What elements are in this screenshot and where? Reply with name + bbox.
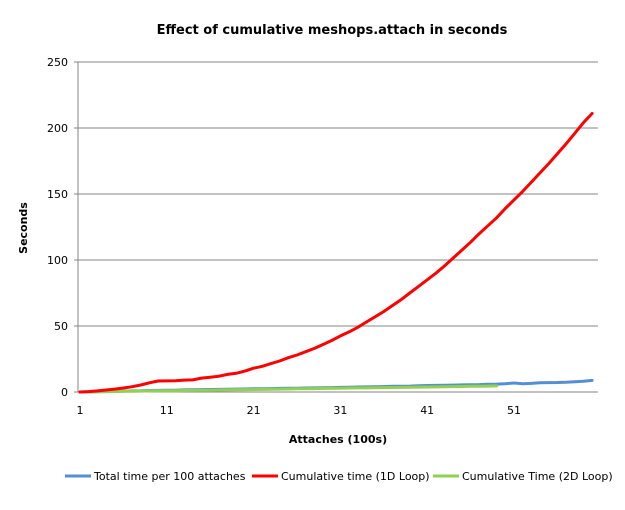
legend-item-2: Cumulative Time (2D Loop) bbox=[433, 470, 613, 483]
x-tick-label: 31 bbox=[333, 404, 347, 417]
y-tick-label: 50 bbox=[54, 320, 68, 333]
legend-item-1: Cumulative time (1D Loop) bbox=[252, 470, 430, 483]
y-tick-label: 0 bbox=[61, 386, 68, 399]
y-tick-label: 100 bbox=[47, 254, 68, 267]
legend-label: Cumulative Time (2D Loop) bbox=[462, 470, 613, 483]
legend-item-0: Total time per 100 attaches bbox=[65, 470, 246, 483]
legend-label: Total time per 100 attaches bbox=[93, 470, 246, 483]
y-tick-label: 150 bbox=[47, 188, 68, 201]
x-tick-label: 51 bbox=[507, 404, 521, 417]
x-tick-label: 21 bbox=[247, 404, 261, 417]
series-line-2 bbox=[78, 384, 499, 394]
x-tick-label: 1 bbox=[77, 404, 84, 417]
x-axis-label: Attaches (100s) bbox=[289, 433, 387, 446]
x-tick-label: 11 bbox=[160, 404, 174, 417]
y-tick-label: 250 bbox=[47, 56, 68, 69]
legend-label: Cumulative time (1D Loop) bbox=[281, 470, 430, 483]
x-tick-label: 41 bbox=[420, 404, 434, 417]
y-axis-label: Seconds bbox=[17, 202, 30, 254]
series-line-1 bbox=[78, 112, 594, 394]
y-tick-label: 200 bbox=[47, 122, 68, 135]
chart-title: Effect of cumulative meshops.attach in s… bbox=[157, 23, 508, 38]
